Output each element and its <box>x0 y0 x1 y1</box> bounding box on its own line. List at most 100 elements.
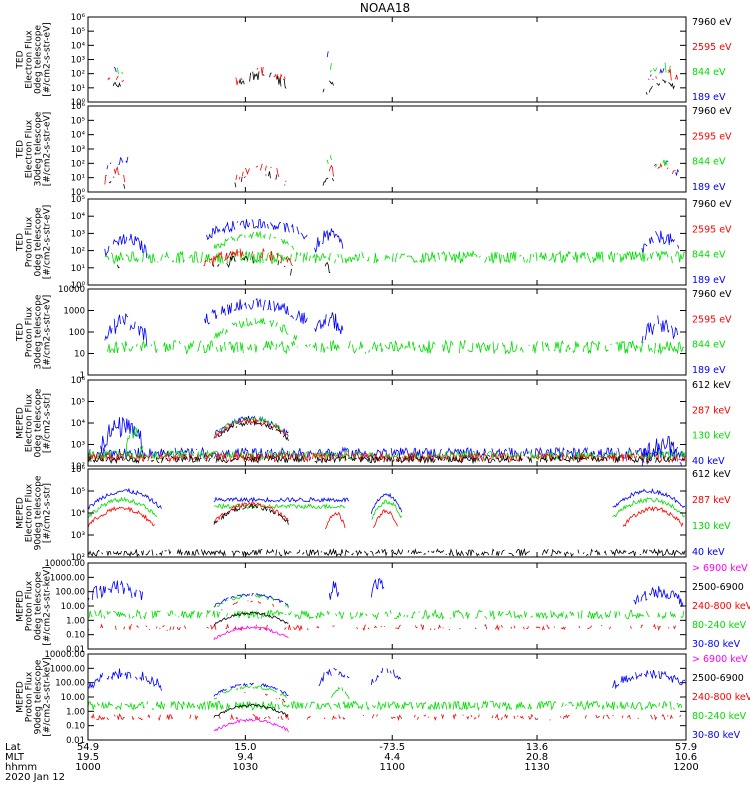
series-80-240-kev <box>247 610 260 619</box>
series-189-ev <box>220 306 226 316</box>
series-189-ev <box>125 156 129 164</box>
series-844-ev <box>117 67 119 75</box>
x-mlt-label: 20.8 <box>526 752 548 763</box>
series-612-kev <box>484 455 496 464</box>
series-80-240-kev <box>206 610 211 618</box>
x-lat-label: -73.5 <box>379 742 405 753</box>
series-130-kev <box>218 428 222 433</box>
series-189-ev <box>270 221 282 231</box>
series-612-kev <box>528 456 533 463</box>
series-80-240-kev <box>431 608 445 620</box>
series-844-ev <box>269 233 271 240</box>
series-240-800-kev <box>374 625 377 629</box>
series-612-kev <box>333 455 347 464</box>
series-240-800-kev <box>414 625 418 629</box>
series-844-ev <box>291 245 294 250</box>
series-80-240-kev <box>449 617 452 619</box>
series-80-240-kev <box>441 701 448 710</box>
series-612-kev <box>465 549 475 557</box>
series-80-240-kev <box>515 701 526 710</box>
series-2595-ev <box>279 254 283 264</box>
series-2595-ev <box>285 180 287 182</box>
series-612-kev <box>125 457 140 464</box>
series-80-240-kev <box>335 613 337 617</box>
panel-2: 10⁰ 10¹ 10² 10³ 10⁴ 10⁵ 10⁶ TED Electron Flux 30d… <box>16 102 733 198</box>
series-80-240-kev <box>281 701 290 708</box>
series-80-240-kev <box>309 701 315 708</box>
series-612-kev <box>243 456 261 464</box>
y-tick-label: 10⁶ <box>71 376 86 386</box>
series-287-kev <box>259 420 266 425</box>
series-80-240-kev <box>644 701 657 710</box>
series-612-kev <box>639 553 642 556</box>
series-844-ev <box>610 343 612 346</box>
series-80-240-kev <box>151 610 161 620</box>
series-7960-ev <box>217 264 220 267</box>
series-844-ev <box>326 346 329 350</box>
series-240-800-kev <box>157 714 161 721</box>
series-30-80-kev <box>236 593 250 598</box>
panel-8-frame <box>87 653 687 741</box>
series-844-ev <box>523 256 525 263</box>
series-189-ev <box>648 236 654 244</box>
series-2500-6900 <box>213 703 289 718</box>
series-189-ev <box>138 325 148 345</box>
series-240-800-kev <box>612 714 614 717</box>
series-240-800-kev <box>390 716 396 719</box>
series-30-80-kev <box>230 684 242 689</box>
panel-8-series <box>88 667 686 733</box>
series-130-kev <box>125 434 131 459</box>
series-844-ev <box>608 250 616 263</box>
series-612-kev <box>278 551 283 557</box>
x-mlt-label: 9.4 <box>237 752 253 763</box>
series-844-ev <box>125 251 139 263</box>
series-30-80-kev <box>380 667 384 674</box>
series-30-80-kev <box>242 682 248 687</box>
series-7960-ev <box>322 177 329 186</box>
series-130-kev <box>528 450 542 460</box>
series-80-240-kev <box>143 611 148 620</box>
legend-entry: 80-240 keV <box>692 620 747 631</box>
series-844-ev <box>262 233 266 239</box>
panel-3-series <box>104 218 686 276</box>
series-240-800-kev <box>526 626 529 630</box>
series-189-ev <box>675 168 680 177</box>
lat-row-label: Lat <box>5 742 21 753</box>
series-844-ev <box>572 341 580 354</box>
series-40-kev <box>566 447 588 460</box>
series-80-240-kev <box>505 610 513 618</box>
series-80-240-kev <box>550 610 564 619</box>
series-240-800-kev <box>535 626 541 629</box>
y-tick-label: 1 <box>80 371 85 381</box>
series-287-kev <box>679 455 686 462</box>
series-240-800-kev <box>494 624 500 632</box>
y-axis-label-line: MEPED <box>16 407 26 439</box>
series-30-80-kev <box>91 585 98 600</box>
series-80-240-kev <box>333 702 342 709</box>
series-189-ev <box>104 325 113 341</box>
series-612-kev <box>585 554 589 557</box>
series-80-240-kev <box>669 701 672 710</box>
series-80-240-kev <box>394 612 401 620</box>
series-80-240-kev <box>196 611 203 619</box>
series-612-kev <box>431 550 435 554</box>
series-7960-ev <box>242 256 248 261</box>
series-844-ev <box>146 253 156 264</box>
series-30-80-kev <box>134 676 138 680</box>
series-612-kev <box>301 551 305 555</box>
series-844-ev <box>204 253 211 264</box>
series-844-ev <box>279 324 289 335</box>
series-240-800-kev <box>559 716 562 718</box>
y-tick-label: 1.00 <box>66 616 85 626</box>
series-612-kev <box>678 458 680 460</box>
series-240-800-kev <box>433 628 436 630</box>
series-80-240-kev <box>645 610 650 618</box>
series-844-ev <box>326 159 329 164</box>
series-30-80-kev <box>649 669 657 680</box>
series-844-ev <box>502 340 518 355</box>
y-axis-label-line: Electron Flux <box>25 119 35 178</box>
series-80-240-kev <box>226 703 230 710</box>
series-189-ev <box>129 321 136 331</box>
series-844-ev <box>304 344 308 348</box>
series-7960-ev <box>226 255 236 268</box>
